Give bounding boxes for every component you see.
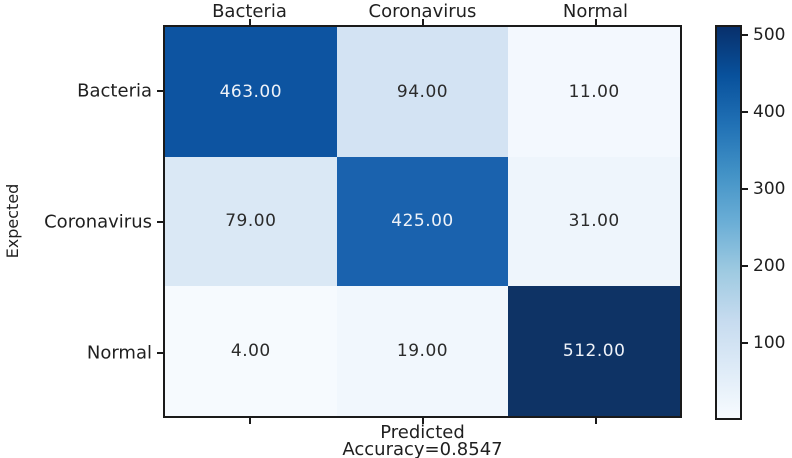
y-tick-label-coronavirus: Coronavirus [44,211,152,232]
colorbar-tick-mark [742,188,748,190]
colorbar-tick-mark [742,111,748,113]
colorbar [715,25,742,420]
colorbar-tick-mark [742,34,748,36]
colorbar-tick-mark [742,342,748,344]
x-tick-mark-top [594,19,597,25]
heatmap-cell-normal-coronavirus: 19.00 [336,286,509,416]
colorbar-tick-label-300: 300 [753,179,786,199]
x-tick-mark-top [248,19,251,25]
heatmap-plot-area: 463.00 94.00 11.00 79.00 425.00 31.00 4.00 19.0… [163,25,682,418]
x-tick-mark-bottom [248,418,251,424]
y-tick-mark-left [157,89,163,92]
y-tick-label-bacteria: Bacteria [77,80,152,101]
heatmap-cell-bacteria-bacteria: 463.00 [165,27,337,157]
x-tick-label-bacteria: Bacteria [212,1,287,22]
x-tick-mark-bottom [594,418,597,424]
x-tick-mark-top [421,19,424,25]
heatmap-cell-coronavirus-coronavirus: 425.00 [336,156,509,287]
y-axis-label: Expected [3,183,22,259]
accuracy-label: Accuracy=0.8547 [342,439,503,458]
x-tick-label-coronavirus: Coronavirus [368,1,477,22]
heatmap-cell-normal-normal: 512.00 [508,286,680,416]
y-tick-mark-left [157,351,163,354]
x-tick-label-normal: Normal [562,1,629,22]
x-tick-mark-bottom [421,418,424,424]
heatmap-cell-bacteria-coronavirus: 94.00 [336,27,509,157]
heatmap-cell-coronavirus-bacteria: 79.00 [165,156,337,287]
heatmap-cell-bacteria-normal: 11.00 [508,27,680,157]
colorbar-tick-label-400: 400 [753,102,786,122]
y-tick-label-normal: Normal [86,342,152,363]
heatmap-cell-coronavirus-normal: 31.00 [508,156,680,287]
colorbar-tick-mark [742,265,748,267]
y-tick-mark-left [157,220,163,223]
colorbar-tick-label-500: 500 [753,25,786,45]
heatmap-cell-normal-bacteria: 4.00 [165,286,337,416]
colorbar-tick-label-200: 200 [753,256,786,276]
x-axis-label: Predicted [380,422,465,443]
colorbar-tick-label-100: 100 [753,333,786,353]
